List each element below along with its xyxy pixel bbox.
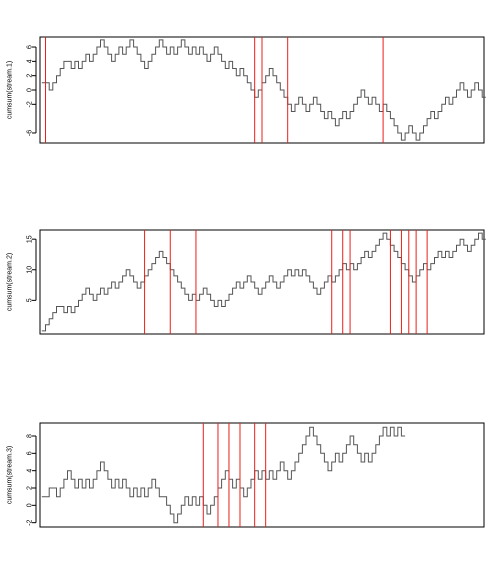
y-tick-label: 0	[27, 503, 34, 507]
y-axis-label: cumsum(stream.3)	[7, 446, 14, 504]
y-tick-label: 10	[27, 266, 34, 274]
chart-panel-2: 5 10 15 cumsum(stream.2)	[7, 230, 486, 334]
y-tick-label: 6	[27, 451, 34, 455]
y-tick-label: 2	[27, 74, 34, 78]
cumsum-series-line	[42, 40, 486, 140]
y-tick-label: -2	[27, 101, 34, 107]
y-tick-label: 4	[27, 59, 34, 63]
y-tick-label: 6	[27, 45, 34, 49]
y-tick-label: 0	[27, 88, 34, 92]
y-axis-label: cumsum(stream.1)	[7, 61, 14, 119]
y-tick-label: 5	[27, 298, 34, 302]
y-axis-label: cumsum(stream.2)	[7, 253, 14, 311]
cumsum-series-line	[42, 233, 486, 331]
y-tick-label: 15	[27, 235, 34, 243]
plot-frame	[40, 230, 484, 334]
y-tick-label: 2	[27, 486, 34, 490]
chart-panel-1: -6 -2 0 2 4 6 cumsum(stream.1)	[7, 37, 486, 143]
y-tick-label: -2	[27, 519, 34, 525]
chart-panel-3: -2 0 2 4 6 8 cumsum(stream.3)	[7, 423, 485, 527]
cumsum-series-line	[42, 427, 405, 522]
y-tick-label: 4	[27, 469, 34, 473]
y-tick-label: 8	[27, 434, 34, 438]
y-tick-label: -6	[27, 130, 34, 136]
